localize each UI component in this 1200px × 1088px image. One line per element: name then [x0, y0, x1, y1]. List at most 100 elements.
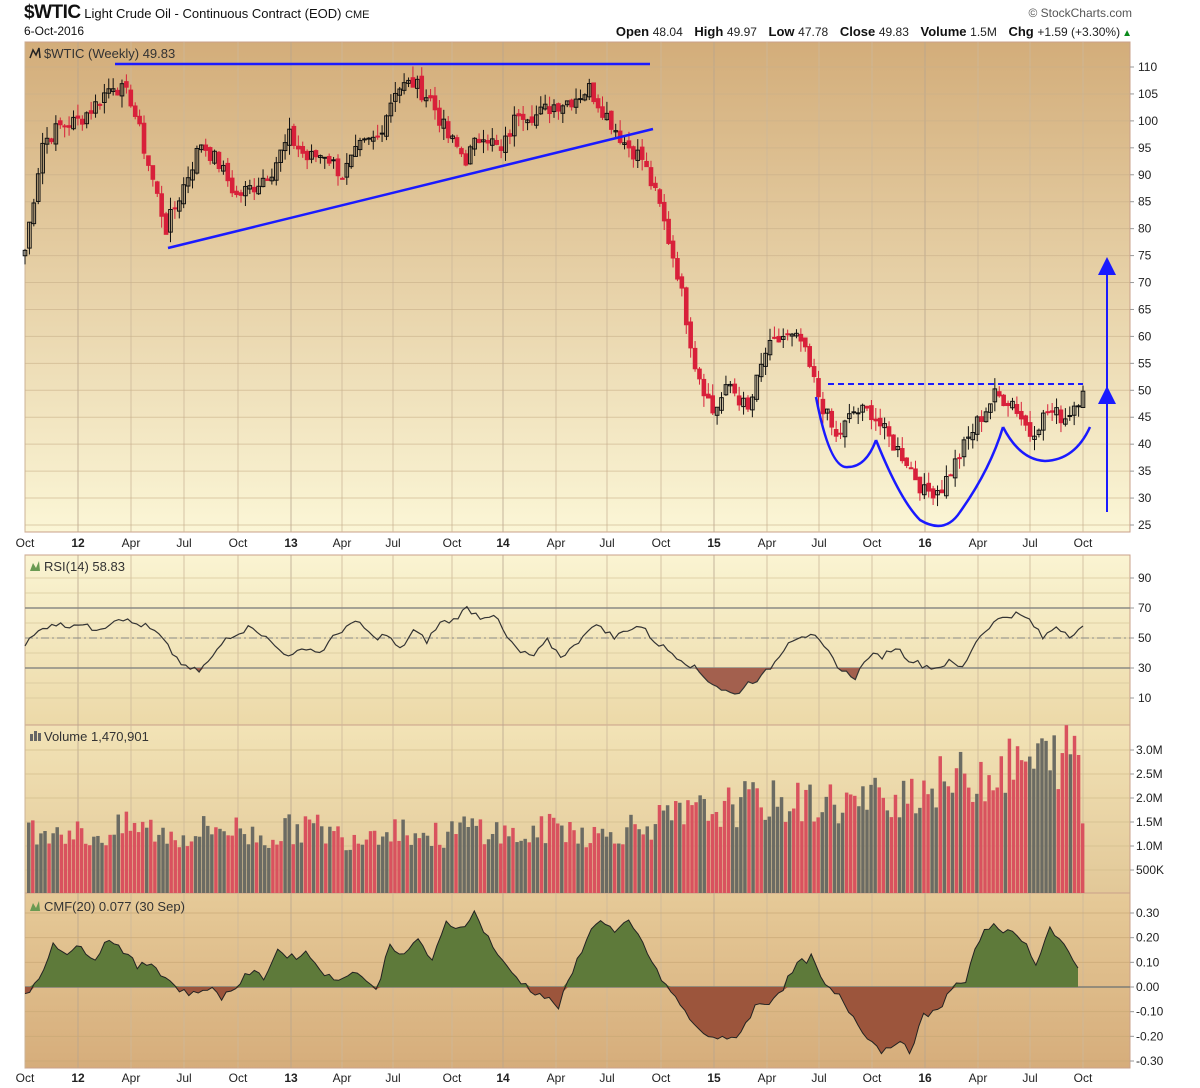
volume-bar [576, 843, 580, 893]
candle-up [970, 432, 976, 441]
candle-up [441, 118, 447, 129]
candle-down [304, 150, 310, 161]
volume-bar [27, 822, 31, 893]
volume-legend: Volume 1,470,901 [44, 729, 149, 744]
volume-bar [206, 825, 210, 893]
candle-up [741, 397, 746, 408]
candle-down [137, 115, 142, 125]
volume-bar [47, 843, 51, 893]
volume-bar [710, 814, 715, 893]
volume-bar [71, 839, 76, 893]
rsi-axis-label: 10 [1138, 691, 1152, 705]
cmf-positive-area [25, 910, 1078, 987]
candle-down [732, 383, 738, 394]
candle-down [653, 182, 658, 189]
volume-bar [612, 843, 617, 893]
candle-down [234, 190, 239, 196]
volume-bar [319, 826, 324, 893]
volume-bar [739, 797, 743, 893]
candle-down [507, 133, 513, 137]
x-axis-label: Apr [758, 1071, 777, 1085]
x-axis-label: Oct [1074, 536, 1093, 550]
arrow-up-icon [1098, 257, 1116, 275]
candle-down [877, 417, 883, 427]
rsi-panel [24, 554, 1131, 726]
volume-bar [975, 793, 979, 893]
candle-up [415, 78, 420, 89]
volume-legend-icon [34, 731, 37, 741]
volume-bar [482, 844, 487, 893]
candle-down [124, 81, 129, 88]
price-axis-label: 25 [1138, 518, 1152, 532]
volume-bar [303, 816, 308, 893]
volume-bar [596, 833, 601, 893]
candle-down [445, 121, 451, 139]
volume-bar [263, 845, 267, 893]
volume-bar [783, 821, 788, 893]
candle-up [961, 439, 967, 458]
volume-bar [242, 834, 247, 893]
volume-bar [657, 805, 662, 893]
candle-up [481, 139, 486, 143]
candle-down [1014, 404, 1020, 414]
volume-bar [1028, 756, 1032, 893]
volume-bar [287, 814, 291, 893]
price-axis-label: 30 [1138, 491, 1152, 505]
volume-bar [735, 827, 739, 893]
price-axis-label: 50 [1138, 383, 1152, 397]
candle-down [785, 333, 790, 336]
candle-down [683, 287, 689, 326]
cmf-axis-label: 0.20 [1136, 931, 1160, 945]
candle-up [1076, 405, 1081, 408]
volume-bar [804, 789, 808, 893]
candle-up [758, 363, 764, 378]
candle-down [745, 397, 751, 410]
volume-bar [433, 822, 438, 893]
candle-up [582, 94, 588, 101]
price-axis-label: 100 [1138, 114, 1158, 128]
candle-up [983, 411, 989, 423]
volume-bar [800, 821, 804, 893]
candle-down [49, 138, 54, 143]
x-axis-label: Jul [811, 1071, 826, 1085]
volume-bar [197, 836, 202, 893]
volume-bar [808, 784, 812, 893]
volume-bar [812, 821, 816, 893]
volume-bar [124, 811, 129, 893]
x-axis-label: Apr [969, 1071, 988, 1085]
volume-bar [792, 808, 796, 893]
candle-down [547, 106, 552, 115]
volume-bar [820, 812, 824, 893]
volume-bar [185, 846, 190, 893]
candle-down [375, 135, 380, 138]
candle-down [300, 146, 306, 154]
volume-bar [547, 813, 552, 893]
volume-bar [608, 832, 613, 893]
candle-up [273, 162, 279, 181]
volume-bar [397, 840, 401, 893]
volume-bar [193, 836, 198, 893]
volume-bar [678, 802, 682, 893]
candle-up [309, 150, 314, 160]
x-axis-label: Jul [176, 536, 191, 550]
candle-down [529, 116, 535, 123]
candle-up [794, 332, 799, 337]
x-axis-label: Apr [122, 536, 141, 550]
candle-up [855, 412, 861, 415]
volume-bar [39, 833, 43, 893]
volume-bar [503, 825, 507, 893]
volume-bar [83, 843, 88, 893]
volume-bar [653, 824, 658, 893]
candle-down [688, 321, 693, 349]
volume-bar [796, 782, 800, 893]
open-value: 48.04 [652, 25, 683, 39]
price-axis-label: 80 [1138, 222, 1152, 236]
x-axis-label: Oct [229, 1071, 248, 1085]
volume-bar [629, 814, 633, 893]
candle-up [322, 156, 328, 159]
volume-bar [633, 824, 637, 893]
volume-bar [759, 807, 763, 893]
volume-bar [901, 780, 906, 893]
candle-up [542, 103, 548, 110]
volume-bar [1032, 768, 1036, 893]
